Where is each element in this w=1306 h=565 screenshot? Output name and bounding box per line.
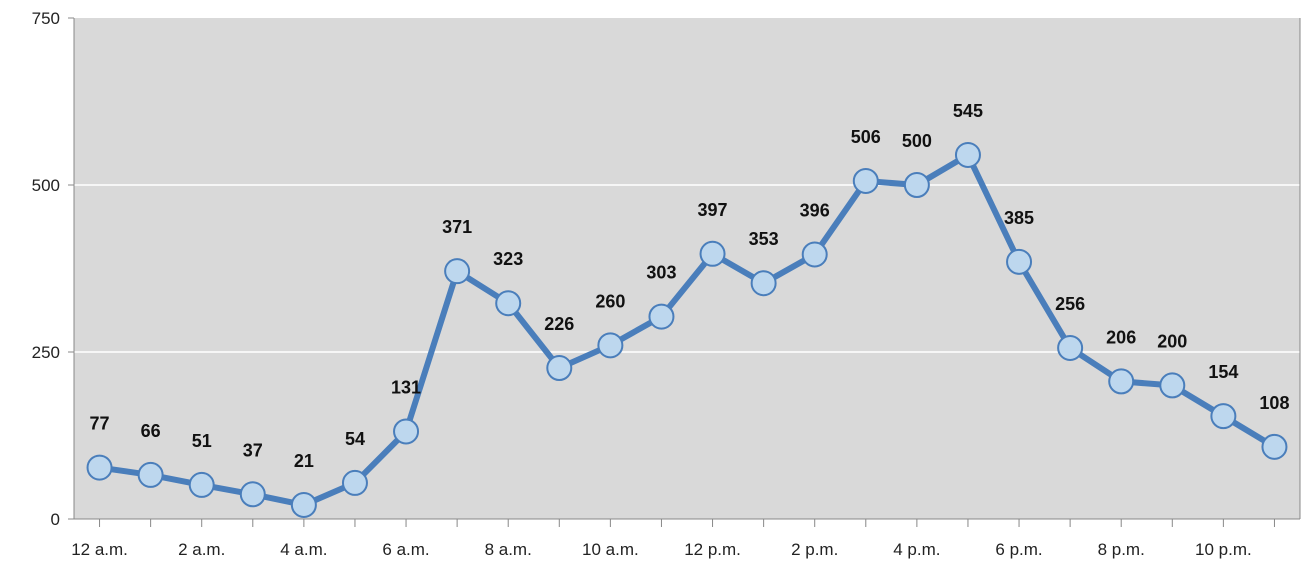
data-label: 77 (90, 414, 110, 434)
data-point (648, 303, 675, 330)
y-tick-label: 250 (32, 343, 60, 362)
x-tick-label: 2 p.m. (791, 540, 838, 559)
data-point (1006, 248, 1033, 275)
data-label: 154 (1208, 362, 1238, 382)
x-tick-label: 6 p.m. (995, 540, 1042, 559)
x-tick-label: 4 p.m. (893, 540, 940, 559)
data-point (699, 240, 726, 267)
data-point (1261, 433, 1288, 460)
plot-area (74, 18, 1300, 519)
data-label: 256 (1055, 294, 1085, 314)
x-tick-label: 8 a.m. (485, 540, 532, 559)
y-tick-label: 500 (32, 176, 60, 195)
x-tick-label: 10 p.m. (1195, 540, 1252, 559)
data-label: 506 (851, 127, 881, 147)
data-point (239, 481, 266, 508)
data-point (290, 491, 317, 518)
data-label: 303 (646, 263, 676, 283)
data-point (597, 332, 624, 359)
data-point (137, 461, 164, 488)
data-label: 200 (1157, 331, 1187, 351)
y-tick-label: 0 (51, 510, 60, 529)
data-label: 545 (953, 101, 983, 121)
data-point (1210, 403, 1237, 430)
data-label: 353 (749, 229, 779, 249)
data-label: 371 (442, 217, 472, 237)
data-point (1057, 334, 1084, 361)
data-point (1108, 368, 1135, 395)
data-point (750, 270, 777, 297)
data-point (393, 418, 420, 445)
data-label: 108 (1259, 393, 1289, 413)
data-label: 500 (902, 131, 932, 151)
data-label: 37 (243, 440, 263, 460)
data-label: 66 (141, 421, 161, 441)
x-tick-label: 8 p.m. (1098, 540, 1145, 559)
data-label: 51 (192, 431, 212, 451)
x-tick-label: 4 a.m. (280, 540, 327, 559)
x-tick-label: 2 a.m. (178, 540, 225, 559)
data-label: 54 (345, 429, 365, 449)
data-label: 397 (698, 200, 728, 220)
data-point (903, 172, 930, 198)
data-point (444, 258, 471, 285)
data-label: 260 (595, 291, 625, 311)
data-label: 226 (544, 314, 574, 334)
data-point (495, 290, 522, 317)
data-label: 21 (294, 451, 314, 471)
data-label: 385 (1004, 208, 1034, 228)
data-point (1159, 372, 1186, 399)
x-tick-label: 6 a.m. (382, 540, 429, 559)
data-point (801, 241, 828, 268)
data-label: 206 (1106, 327, 1136, 347)
data-label: 396 (800, 200, 830, 220)
data-point (954, 141, 981, 168)
data-label: 323 (493, 249, 523, 269)
y-tick-label: 750 (32, 9, 60, 28)
data-point (852, 167, 879, 194)
data-point (546, 355, 573, 382)
x-tick-label: 10 a.m. (582, 540, 639, 559)
x-tick-label: 12 p.m. (684, 540, 741, 559)
data-point (188, 471, 215, 498)
data-point (86, 454, 113, 481)
data-label: 131 (391, 377, 421, 397)
data-point (341, 469, 368, 496)
x-tick-label: 12 a.m. (71, 540, 128, 559)
